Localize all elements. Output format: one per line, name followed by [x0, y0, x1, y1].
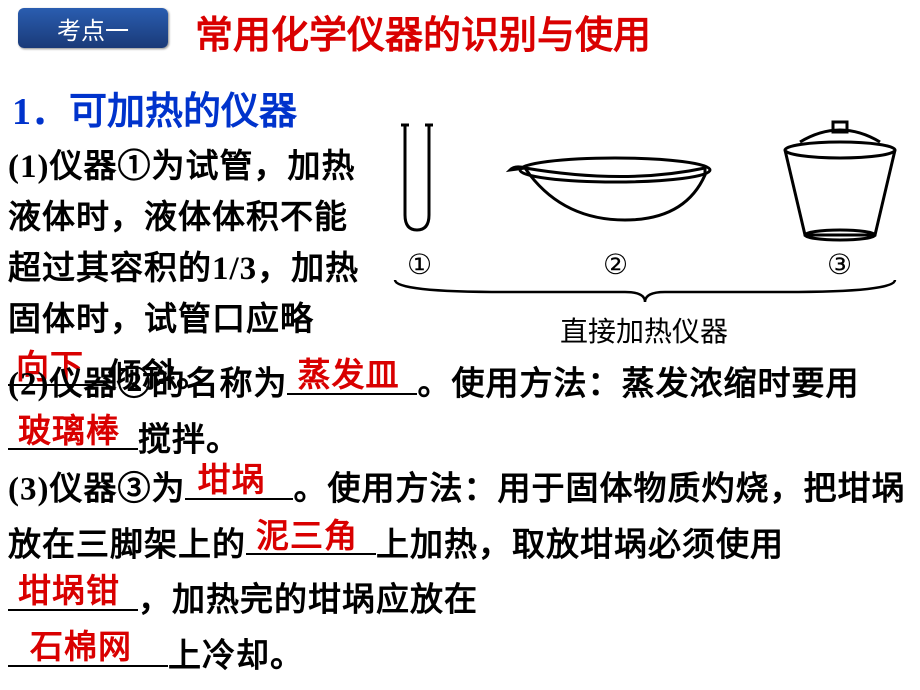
para2-t3: 搅拌。: [138, 422, 240, 458]
crucible-icon: [785, 122, 895, 240]
apparatus-svg: [365, 120, 910, 340]
main-title: 常用化学仪器的识别与使用: [195, 4, 651, 59]
answer-6: 坩埚钳: [18, 567, 120, 618]
answer-7: 石棉网: [30, 623, 132, 674]
para2-t1: (2)仪器②的名称为: [8, 367, 287, 403]
para3-t3: 上加热，取放坩埚必须使用: [376, 527, 784, 563]
para3-t1: (3)仪器③为: [8, 472, 185, 508]
diagram-label-1: ①: [407, 248, 432, 282]
answer-4: 坩埚: [197, 456, 265, 507]
section-subtitle: 1．可加热的仪器: [12, 80, 297, 135]
diagram-caption: 直接加热仪器: [560, 310, 728, 350]
evaporating-dish-icon: [510, 158, 710, 220]
para3-t4: ，加热完的坩埚应放在: [138, 583, 478, 619]
para1-prefix: (1)仪器①为试管，加热液体时，液体体积不能超过其容积的1/3，加热固体时，试管…: [8, 149, 359, 338]
para2-t2: 。使用方法：蒸发浓缩时要用: [417, 367, 859, 403]
para3-t5: 上冷却。: [168, 639, 304, 675]
diagram-label-2: ②: [603, 248, 628, 282]
topic-badge: 考点一: [18, 8, 168, 48]
test-tube-icon: [401, 125, 433, 230]
answer-3: 玻璃棒: [18, 407, 120, 458]
paragraph-2: (2)仪器②的名称为蒸发皿。使用方法：蒸发浓缩时要用玻璃棒搅拌。: [8, 355, 908, 466]
apparatus-diagram: ① ② ③ 直接加热仪器: [365, 120, 910, 340]
paragraph-3: (3)仪器③为坩埚。使用方法：用于固体物质灼烧，把坩埚放在三脚架上的泥三角上加热…: [8, 460, 912, 683]
answer-2: 蒸发皿: [297, 351, 399, 402]
topic-badge-text: 考点一: [57, 11, 129, 46]
diagram-label-3: ③: [827, 248, 852, 282]
answer-5: 泥三角: [256, 512, 358, 563]
